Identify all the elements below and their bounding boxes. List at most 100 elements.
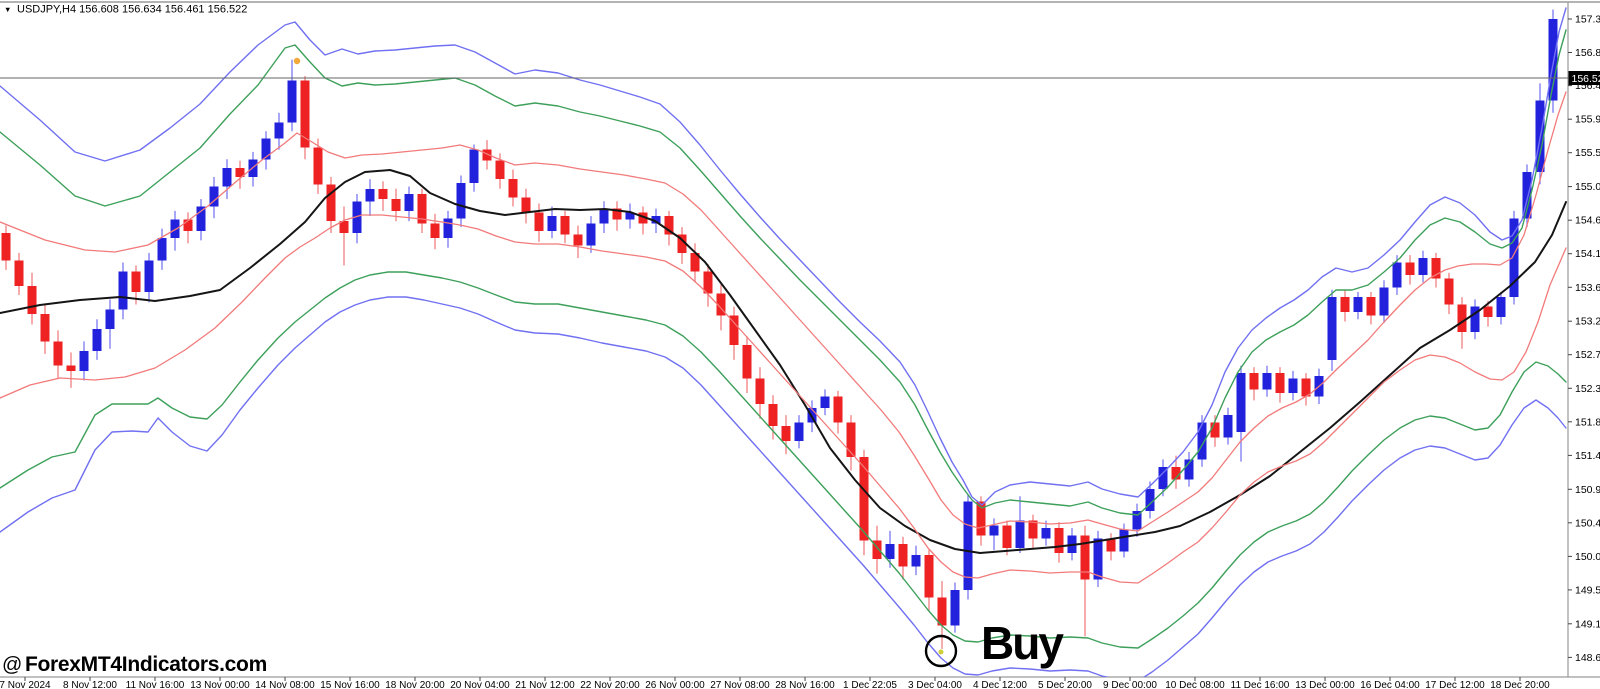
price-axis[interactable]: 157.335156.880156.425155.970155.515155.0…: [1568, 14, 1600, 664]
candle-body: [1275, 373, 1285, 394]
time-tick-label: 13 Nov 00:00: [190, 680, 250, 689]
candle-body: [846, 422, 856, 458]
collapse-triangle-icon[interactable]: ▼: [4, 5, 11, 14]
time-tick-label: 9 Dec 00:00: [1103, 680, 1157, 689]
candle-body: [586, 223, 596, 246]
candle-body: [222, 168, 232, 187]
candle-body: [261, 138, 271, 160]
band-green-upper: [0, 29, 1567, 516]
candle-body: [521, 197, 531, 213]
candle-body: [1249, 373, 1259, 390]
candle-body: [1236, 373, 1246, 433]
candle-body: [859, 457, 869, 541]
candle-body: [1470, 306, 1480, 332]
candle-body: [1106, 538, 1116, 552]
candle-body: [40, 314, 50, 342]
candle-body: [1197, 422, 1207, 460]
current-price-tag-bg: [1568, 71, 1600, 85]
price-tick-label: 154.145: [1575, 248, 1600, 260]
time-tick-label: 11 Dec 16:00: [1231, 680, 1290, 689]
candle-body: [235, 168, 245, 177]
band-blue-upper: [0, 7, 1567, 506]
candle-body: [1262, 373, 1272, 390]
candle-body: [1457, 304, 1467, 332]
price-tick-label: 152.320: [1575, 383, 1600, 395]
candle-body: [196, 206, 206, 231]
time-tick-label: 26 Nov 00:00: [645, 680, 705, 689]
time-axis[interactable]: 7 Nov 2024 8 Nov 12:00 11 Nov 16:00 13 Nov …: [0, 677, 1550, 689]
candle-body: [339, 221, 349, 234]
candle-body: [456, 182, 466, 219]
candle-body: [53, 341, 63, 366]
candle-body: [105, 309, 115, 329]
candle-body: [664, 216, 674, 235]
price-tick-label: 156.880: [1575, 47, 1600, 59]
band-green-lower: [0, 271, 1567, 649]
candle-body: [1431, 258, 1441, 279]
candle-body: [378, 188, 388, 200]
candle-body: [898, 544, 908, 567]
candle-body: [1379, 287, 1389, 316]
candle-body: [404, 193, 414, 211]
candle-body: [560, 216, 570, 235]
candle-body: [534, 212, 544, 231]
buy-annotation: Buy: [981, 617, 1064, 669]
candle-body: [482, 149, 492, 161]
candle-body: [209, 186, 219, 207]
time-tick-label: 22 Nov 20:00: [580, 680, 640, 689]
current-price-tag: 156.522: [1568, 71, 1600, 85]
candle-body: [157, 238, 167, 261]
time-tick-label: 14 Nov 08:00: [255, 680, 315, 689]
price-tick-label: 153.230: [1575, 316, 1600, 328]
watermark-at-sign: @: [2, 654, 22, 676]
candle-body: [495, 160, 505, 180]
band-blue-lower: [0, 296, 1567, 677]
indicator-bands: [0, 7, 1567, 677]
candle-body: [313, 147, 323, 185]
time-tick-label: 5 Dec 20:00: [1038, 680, 1092, 689]
candle-body: [1483, 306, 1493, 318]
candle-body: [183, 219, 193, 231]
candle-body: [573, 234, 583, 246]
candle-body: [651, 216, 661, 224]
candle-body: [885, 544, 895, 559]
time-tick-label: 15 Nov 16:00: [320, 680, 380, 689]
candle-body: [781, 426, 791, 441]
candle-body: [1210, 422, 1220, 438]
candle-body: [1093, 538, 1103, 580]
current-price-tag-text: 156.522: [1572, 73, 1600, 85]
candle-body: [677, 234, 687, 253]
candle-body: [14, 260, 24, 287]
time-tick-label: 27 Nov 08:00: [710, 680, 770, 689]
candle-body: [1366, 297, 1376, 316]
time-tick-label: 18 Dec 20:00: [1490, 680, 1550, 689]
candle-body: [92, 328, 102, 351]
candle-body: [989, 525, 999, 536]
candlestick-series: [1, 9, 1558, 649]
time-tick-label: 7 Nov 2024: [0, 680, 51, 689]
candle-body: [469, 149, 479, 183]
candle-body: [1301, 378, 1311, 397]
price-tick-label: 152.775: [1575, 349, 1600, 361]
price-tick-label: 154.600: [1575, 215, 1600, 227]
time-tick-label: 21 Nov 12:00: [515, 680, 575, 689]
buy-entry-dot-icon: [938, 649, 944, 655]
candle-body: [872, 540, 882, 559]
candle-body: [1041, 527, 1051, 539]
candle-body: [755, 378, 765, 405]
candle-body: [1522, 171, 1532, 219]
candle-body: [768, 404, 778, 427]
price-tick-label: 149.585: [1575, 584, 1600, 596]
time-tick-label: 10 Dec 08:00: [1165, 680, 1225, 689]
candle-body: [443, 218, 453, 239]
candle-body: [1171, 466, 1181, 480]
time-tick-label: 17 Dec 12:00: [1425, 680, 1485, 689]
candle-body: [274, 122, 284, 139]
candle-body: [1444, 278, 1454, 305]
candle-body: [1548, 19, 1558, 101]
band-red-upper: [0, 91, 1567, 532]
candle-body: [690, 252, 700, 272]
candle-body: [391, 199, 401, 211]
candle-body: [729, 315, 739, 346]
